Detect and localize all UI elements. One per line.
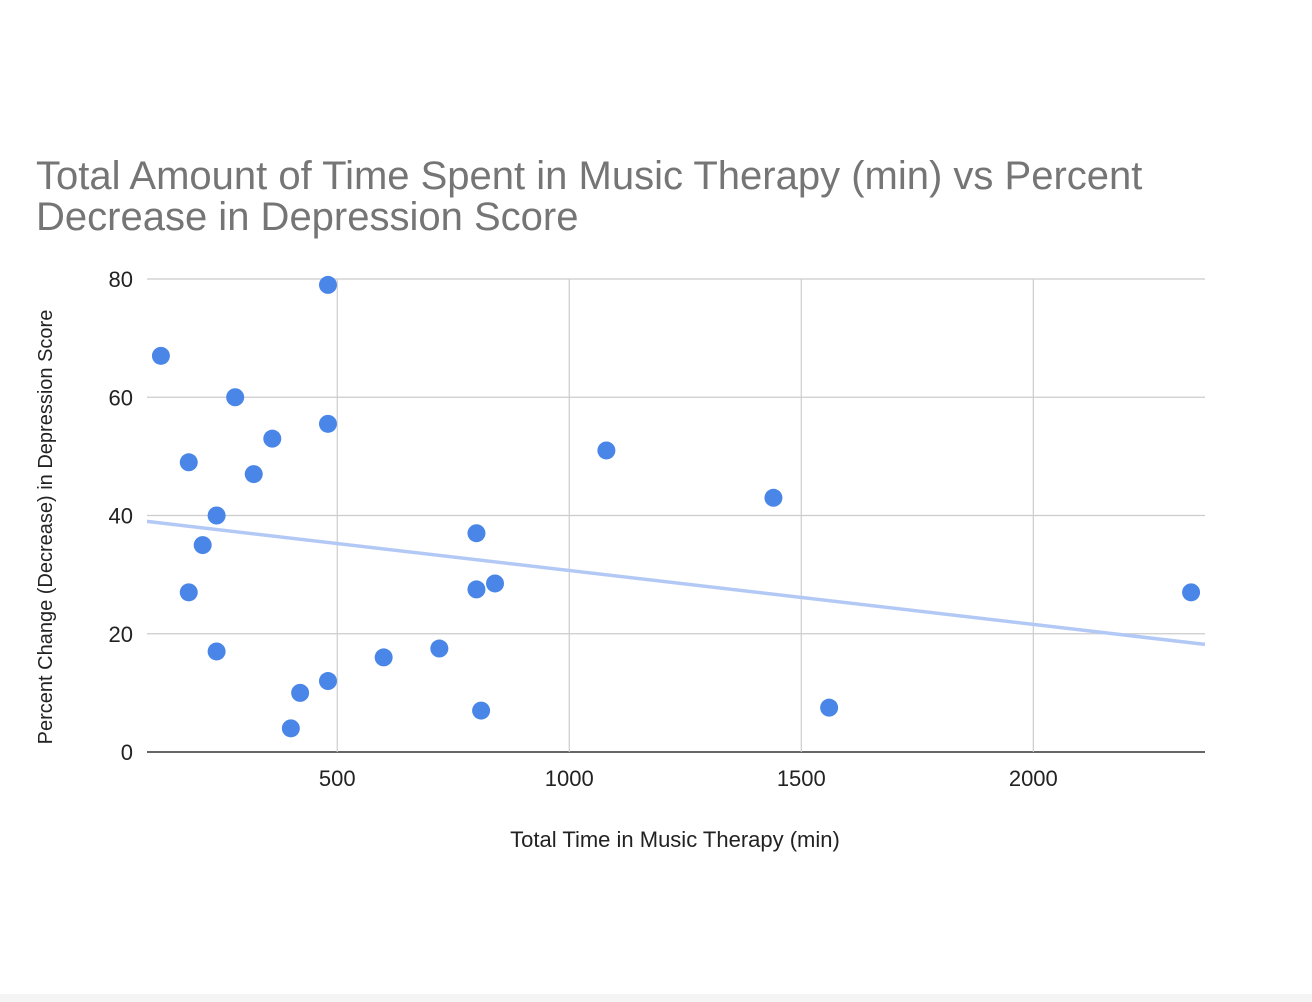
- data-point: [179, 583, 198, 602]
- gridlines: [147, 278, 1205, 753]
- data-point: [226, 388, 245, 407]
- x-tick-label: 1000: [545, 766, 594, 791]
- data-point: [764, 488, 783, 507]
- data-point: [263, 429, 282, 448]
- chart-title: Total Amount of Time Spent in Music Ther…: [36, 154, 1143, 239]
- data-points: [151, 275, 1201, 738]
- data-point: [207, 642, 226, 661]
- data-point: [430, 639, 449, 658]
- data-point: [486, 574, 505, 593]
- y-tick-label: 0: [121, 740, 133, 765]
- data-point: [467, 524, 486, 543]
- y-tick-label: 20: [109, 622, 133, 647]
- data-point: [179, 453, 198, 472]
- data-point: [281, 719, 300, 738]
- trendline-layer: [146, 519, 1206, 647]
- data-point: [467, 580, 486, 599]
- x-tick-label: 2000: [1009, 766, 1058, 791]
- x-tick-label: 500: [319, 766, 356, 791]
- y-tick-label: 80: [109, 267, 133, 292]
- bottom-strip: [0, 994, 1312, 1002]
- data-point: [318, 275, 337, 294]
- x-axis-title: Total Time in Music Therapy (min): [510, 827, 840, 852]
- x-tick-label: 1500: [777, 766, 826, 791]
- data-point: [820, 698, 839, 717]
- data-point: [318, 414, 337, 433]
- data-point: [193, 536, 212, 555]
- x-tick-labels: 500 1000 1500 2000: [319, 766, 1058, 791]
- y-tick-labels: 0 20 40 60 80: [109, 267, 133, 765]
- data-point: [597, 441, 616, 460]
- data-point: [374, 648, 393, 667]
- data-point: [244, 465, 263, 484]
- data-point: [291, 683, 310, 702]
- data-point: [207, 506, 226, 525]
- data-point: [472, 701, 491, 720]
- y-tick-label: 40: [109, 504, 133, 529]
- y-tick-label: 60: [109, 385, 133, 410]
- data-point: [151, 346, 170, 365]
- trendline: [146, 519, 1206, 647]
- data-point: [318, 672, 337, 691]
- y-axis-title: Percent Change (Decrease) in Depression …: [35, 310, 57, 745]
- data-point: [1182, 583, 1201, 602]
